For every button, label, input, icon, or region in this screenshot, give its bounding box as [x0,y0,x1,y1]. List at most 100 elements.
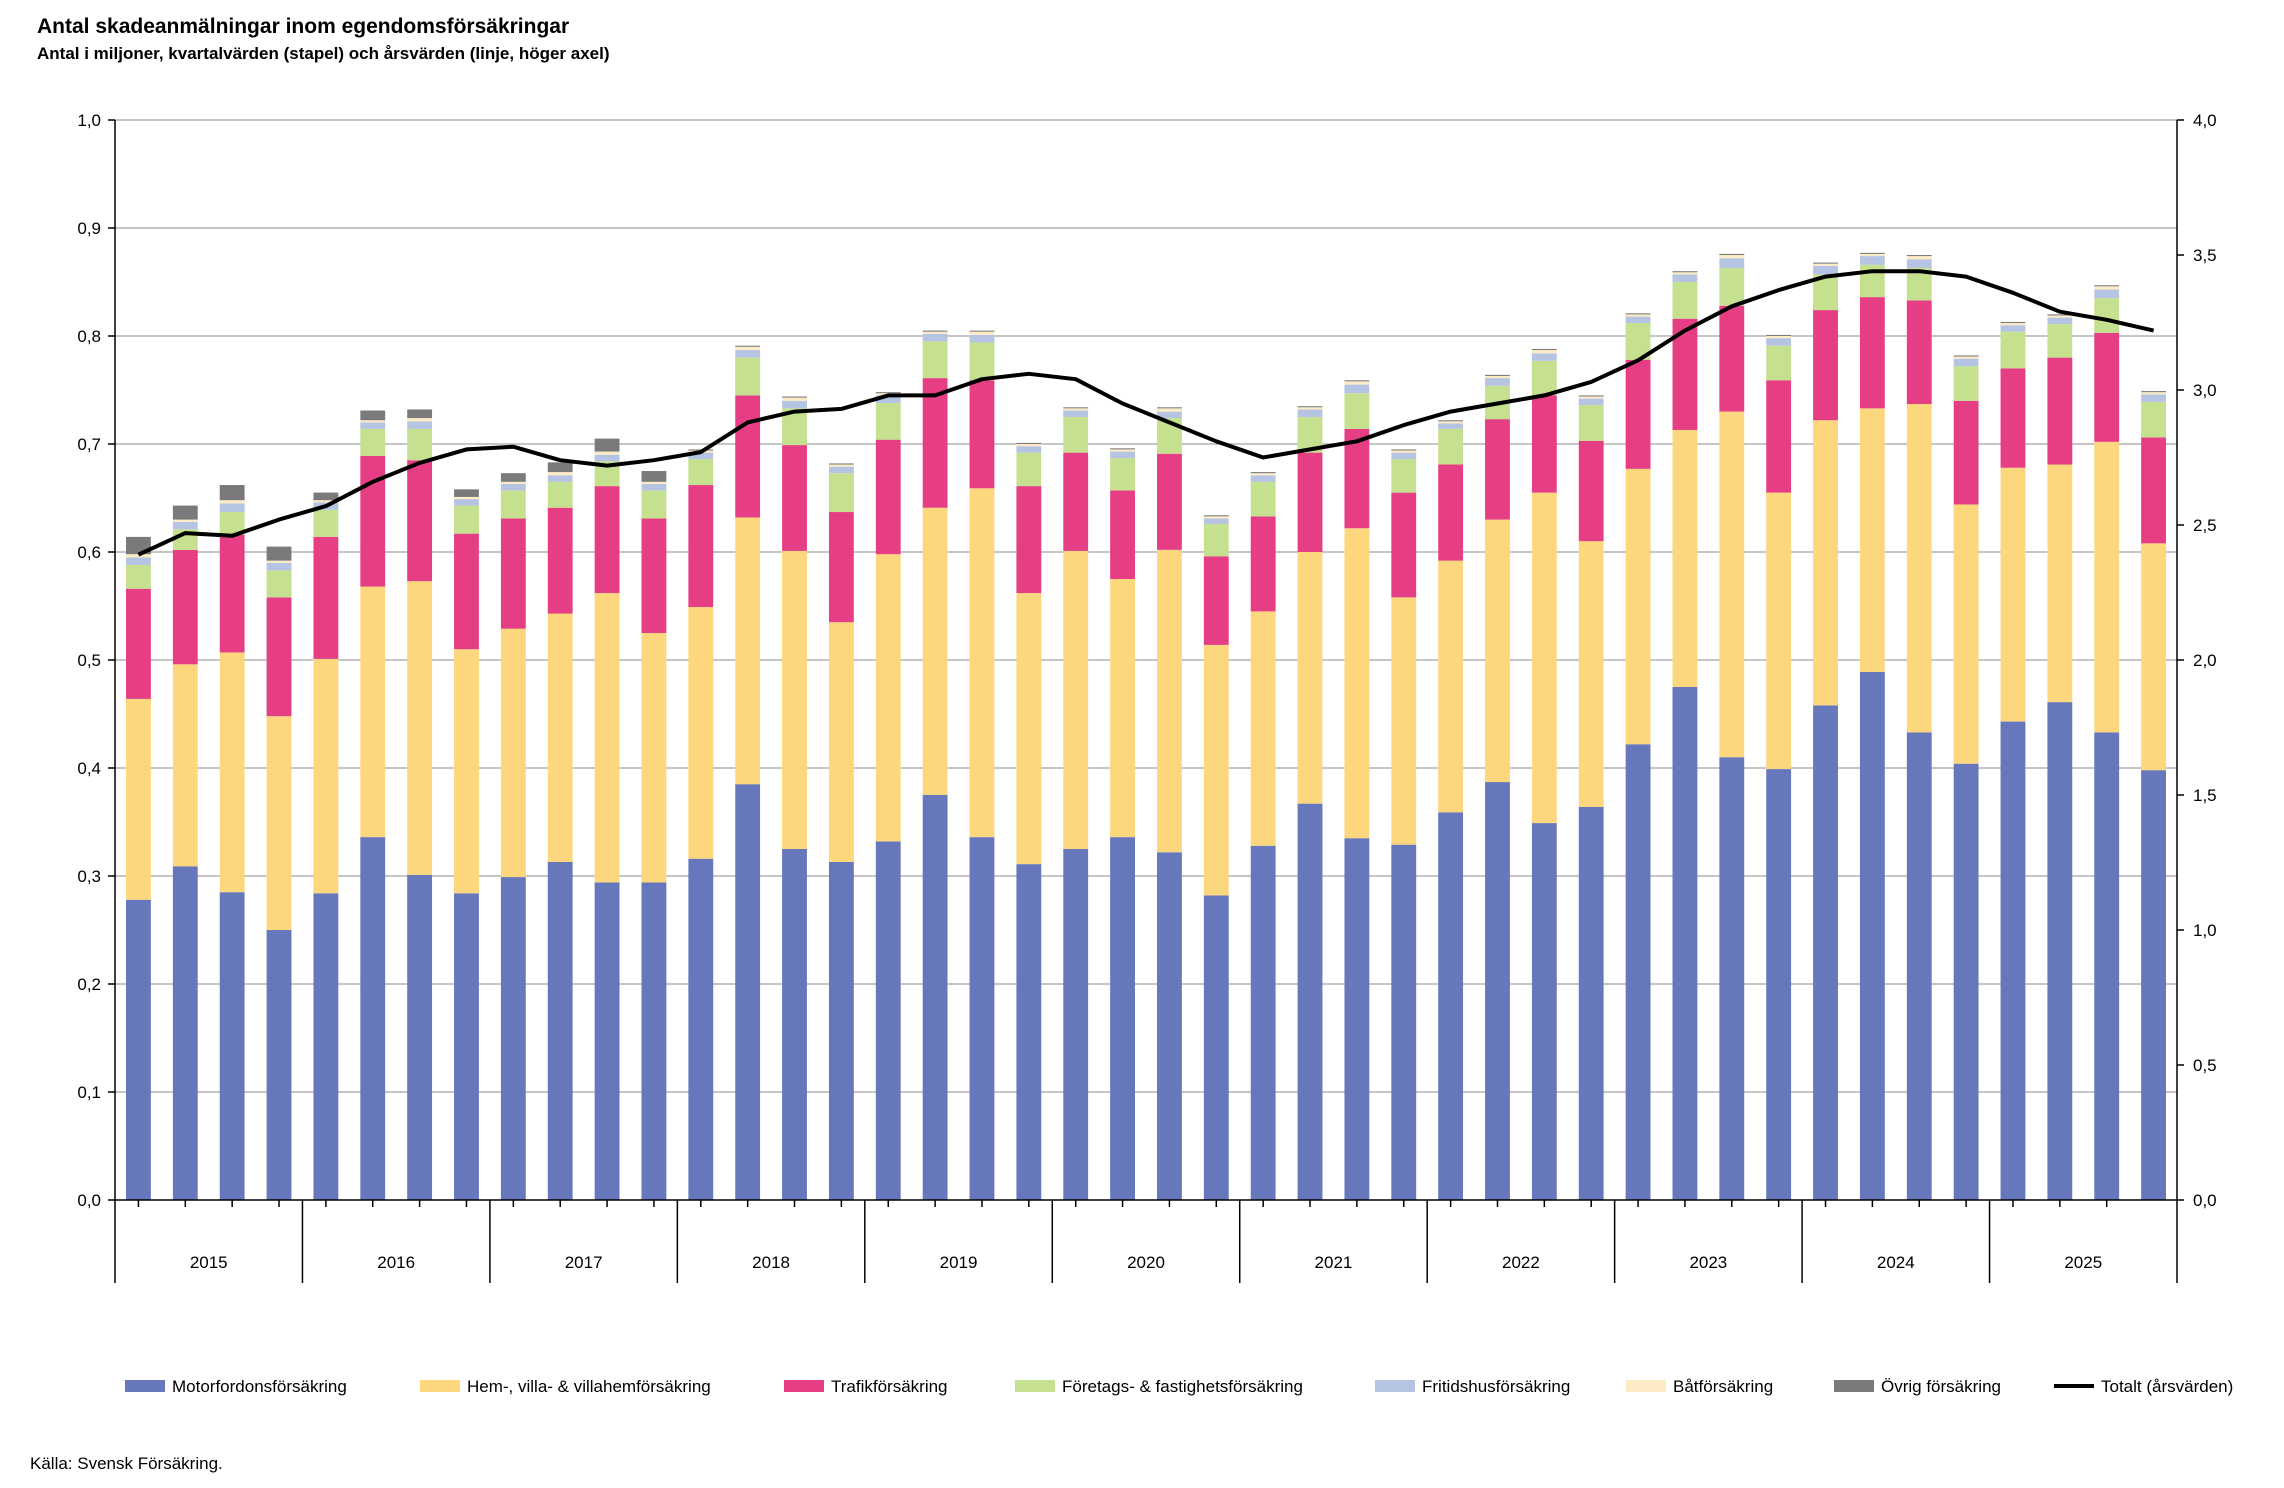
bar-segment [547,507,573,614]
bar-segment [500,628,526,878]
bar-segment [1391,459,1417,493]
bar-segment [1578,440,1604,542]
bar-segment [1906,404,1932,733]
bar-segment [969,837,995,1200]
bar-segment [594,593,620,883]
bar-segment [1531,360,1557,396]
bar-segment [922,330,948,332]
bar-segment [547,472,573,476]
bar-segment [2000,325,2026,332]
bar-segment [407,581,433,875]
bar-stack [641,471,667,1200]
bar-segment [594,438,620,452]
bar-segment [735,784,761,1200]
bar-segment [875,392,901,394]
bar-stack [1438,420,1464,1200]
bar-segment [1906,259,1932,268]
bar-segment [1063,408,1089,411]
bar-stack [1391,449,1417,1200]
bar-segment [1391,597,1417,845]
bar-stack [500,473,526,1200]
bar-segment [1766,380,1792,493]
bar-segment [1157,549,1182,853]
bar-segment [1485,782,1510,1200]
bar-stack [922,330,948,1200]
bar-segment [547,462,573,473]
y2-tick-label: 3,0 [2193,381,2217,400]
legend-swatch [1626,1380,1666,1392]
bar-segment [2094,289,2120,299]
y2-tick-label: 1,0 [2193,921,2217,940]
bar-segment [782,400,807,409]
bar-segment [594,882,620,1200]
bar-segment [1391,452,1417,460]
bar-segment [126,588,151,699]
y2-tick-label: 1,5 [2193,786,2217,805]
legend-label: Totalt (årsvärden) [2101,1377,2233,1396]
bar-segment [735,345,761,347]
bar-segment [1531,353,1557,361]
bar-segment [2000,323,2026,326]
bar-segment [1438,428,1464,465]
bar-segment [1157,453,1182,550]
bar-segment [735,517,761,785]
bar-segment [688,485,714,608]
bar-segment [2047,702,2073,1200]
bar-segment [1578,396,1604,399]
bar-segment [547,475,573,482]
bar-segment [1297,407,1323,410]
y2-tick-label: 3,5 [2193,246,2217,265]
bar-segment [266,930,292,1200]
bar-segment [1344,381,1370,385]
x-tick-label: 2016 [377,1253,415,1272]
bar-segment [875,841,901,1200]
bar-segment [2000,467,2026,722]
bar-segment [2000,721,2026,1200]
bar-segment [735,350,761,358]
bar-segment [1391,844,1417,1200]
bar-segment [828,466,854,474]
bar-segment [2000,321,2026,324]
bar-segment [1016,444,1042,447]
y-tick-label: 0,4 [77,759,101,778]
bar-stack [1766,334,1792,1200]
bar-segment [1859,256,1885,265]
bar-segment [641,471,667,482]
bar-segment [1672,272,1698,275]
bar-segment [1344,838,1370,1200]
bar-segment [1485,519,1510,783]
legend-label: Trafikförsäkring [831,1377,948,1396]
bar-segment [313,658,339,894]
bar-segment [1953,504,1979,764]
bar-segment [407,874,433,1200]
bar-segment [1016,452,1042,487]
legend-swatch [125,1380,165,1392]
bar-stack [266,546,292,1200]
bar-segment [266,716,292,930]
bar-segment [1813,705,1838,1200]
bar-segment [828,861,854,1200]
bar-segment [219,512,245,535]
source-note: Källa: Svensk Försäkring. [30,1454,223,1473]
bar-segment [1625,313,1651,315]
bar-segment [1110,451,1135,459]
bar-segment [407,428,433,461]
bar-segment [1719,267,1745,306]
bar-segment [875,439,901,555]
bar-stack [360,410,386,1200]
y2-tick-label: 2,0 [2193,651,2217,670]
bar-segment [594,454,620,462]
bar-segment [266,597,292,717]
bar-segment [1297,803,1323,1200]
y-tick-label: 0,8 [77,327,101,346]
bar-segment [172,866,198,1200]
bar-segment [828,512,854,623]
bar-segment [500,518,526,629]
bar-segment [266,546,292,561]
bar-segment [2141,543,2166,771]
x-tick-label: 2025 [2064,1253,2102,1272]
bar-segment [2141,401,2166,438]
bar-segment [2141,437,2166,544]
bar-segment [1110,458,1135,491]
legend-item: Motorfordonsförsäkring [125,1377,347,1396]
